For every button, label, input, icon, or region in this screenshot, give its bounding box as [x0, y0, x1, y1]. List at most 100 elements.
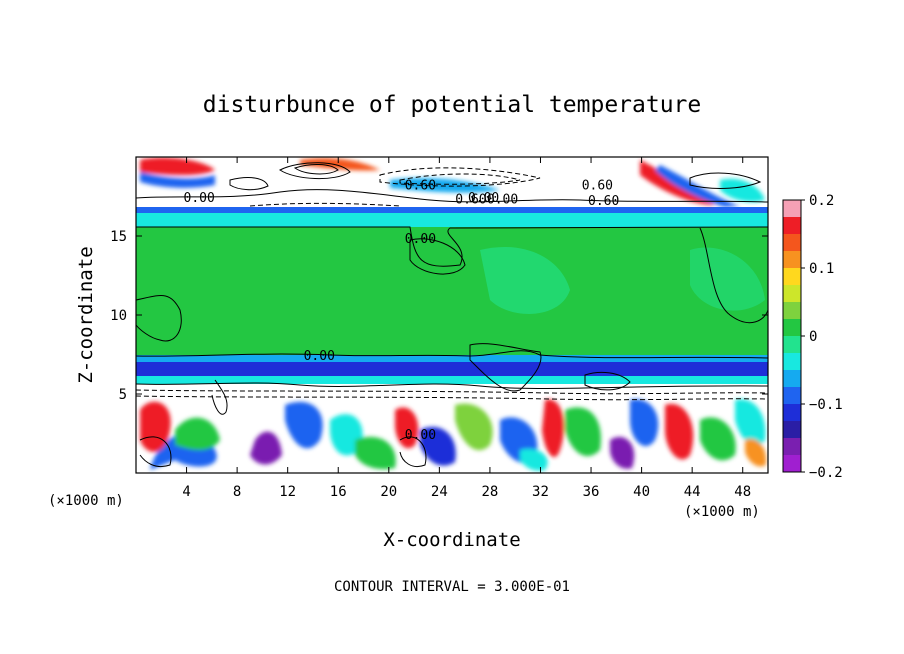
bl-green-3: [455, 403, 493, 451]
x-unit-left: (×1000 m): [48, 493, 124, 509]
colorbar-segment: [783, 234, 801, 252]
bl-green-4: [565, 407, 601, 457]
middle-layer-cyan-patch: [480, 246, 570, 314]
colorbar-segment: [783, 404, 801, 422]
x-tick-label: 12: [279, 484, 296, 500]
bl-blue-2: [285, 401, 323, 449]
upper-red-3: [300, 158, 380, 171]
cold-band-cyan: [136, 376, 768, 384]
contour-bl-5: [139, 436, 172, 468]
contour-label: 0.00: [468, 191, 499, 206]
boundary-layer-field: [140, 399, 767, 471]
x-tick-label: 44: [684, 484, 701, 500]
bl-red-swirl-1: [140, 401, 171, 452]
contour-zero-upper: [136, 226, 768, 267]
bl-orange-1: [745, 438, 767, 467]
x-axis: 4 8 12 16 20 24 28 32 36 40 44 48: [182, 157, 751, 500]
contour-upper-3: [293, 164, 339, 175]
bl-red-2: [395, 407, 419, 449]
x-tick-label: 4: [182, 484, 190, 500]
x-tick-label: 20: [380, 484, 397, 500]
contour-upper-2: [279, 162, 351, 180]
bl-red-3: [542, 399, 565, 458]
bl-cyan-3: [735, 399, 766, 447]
colorbar-segment: [783, 455, 801, 473]
colorbar: 0.2 0.1 0 −0.1 −0.2: [782, 193, 843, 481]
contour-mid-1: [136, 295, 182, 342]
contour-upper-5: [229, 177, 269, 191]
x-tick-label: 36: [583, 484, 600, 500]
colorbar-segment: [783, 370, 801, 388]
chart-title: disturbunce of potential temperature: [203, 92, 702, 118]
colorbar-tick-label: 0: [809, 329, 817, 345]
bl-purple-2: [610, 436, 635, 469]
stable-band: [136, 212, 768, 227]
cold-band-blue: [136, 355, 768, 362]
upper-cyan-1: [720, 178, 765, 202]
cold-band-dark: [136, 359, 768, 381]
contour-neg-upper-2: [399, 173, 521, 185]
colorbar-segment: [783, 421, 801, 439]
contour-label: 0.60: [588, 194, 619, 209]
x-tick-label: 24: [431, 484, 448, 500]
bl-blue-3: [420, 426, 456, 466]
colorbar-segment: [783, 353, 801, 371]
contour-lines-dashed: [136, 167, 768, 401]
colorbar-segment: [783, 285, 801, 303]
bl-red-4: [665, 403, 694, 460]
x-axis-title: X-coordinate: [383, 529, 520, 551]
contour-label: 0.00: [487, 193, 518, 208]
upper-red-1: [140, 157, 215, 176]
colorbar-segment: [783, 387, 801, 405]
x-tick-label: 28: [481, 484, 498, 500]
colorbar-tick-label: −0.1: [809, 397, 843, 413]
contour-neg-bl-1: [136, 389, 768, 395]
bl-purple-1: [250, 431, 282, 465]
x-tick-label: 32: [532, 484, 549, 500]
contour-upper-1: [136, 189, 768, 203]
colorbar-segment: [783, 336, 801, 354]
y-axis: 5 10 15: [110, 229, 768, 403]
y-tick-label: 15: [110, 229, 127, 245]
contour-label: 0.00: [304, 349, 335, 364]
colorbar-segment: [783, 251, 801, 269]
x-tick-label: 48: [734, 484, 751, 500]
bl-cyan-2: [520, 448, 548, 471]
colorbar-tick-label: 0.2: [809, 193, 834, 209]
upper-blue-1: [140, 172, 215, 188]
stable-band-blue: [136, 207, 768, 213]
colorbar-segment: [783, 438, 801, 456]
y-axis-title: Z-coordinate: [75, 246, 97, 383]
bl-green-2: [355, 436, 396, 470]
plot-area: 0.60 0.600.00 0.600.00 0.600.000.000.000.00: [136, 157, 768, 473]
contour-bl-3: [469, 343, 542, 392]
colorbar-segment: [783, 200, 801, 218]
x-unit-right: (×1000 m): [684, 504, 760, 520]
bl-blue-5: [630, 399, 659, 447]
contour-lines: [136, 162, 768, 468]
contour-bl-2: [211, 379, 228, 415]
bl-green-1: [175, 417, 220, 450]
y-tick-label: 5: [119, 387, 127, 403]
contour-neg-upper-1: [379, 167, 541, 187]
contour-label: 0.00: [405, 232, 436, 247]
x-tick-label: 40: [633, 484, 650, 500]
contour-label: 0.60: [582, 178, 613, 193]
upper-blue-3: [390, 178, 500, 193]
upper-layer-field-colors: [140, 157, 765, 207]
contour-neg-bl-2: [136, 395, 768, 401]
bl-cyan-1: [330, 414, 363, 456]
colorbar-segment: [783, 319, 801, 337]
colorbar-tick-label: −0.2: [809, 465, 843, 481]
contour-label: 0.60: [455, 193, 486, 208]
x-tick-label: 8: [233, 484, 241, 500]
contour-bl-6: [399, 436, 427, 467]
contour-bl-4: [584, 371, 631, 391]
contour-mid-3: [409, 238, 466, 275]
contour-label: 0.60: [405, 178, 436, 193]
colorbar-segment: [783, 302, 801, 320]
colorbar-segment: [783, 217, 801, 235]
contour-label: 0.00: [405, 428, 436, 443]
contour-upper-4: [689, 172, 762, 189]
